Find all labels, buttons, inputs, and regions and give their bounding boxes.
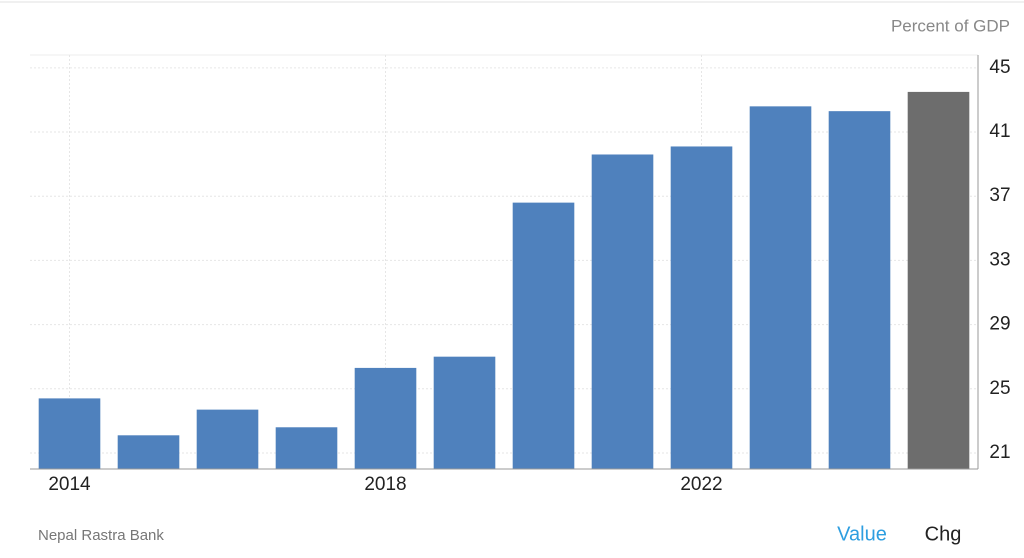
bar	[670, 146, 733, 469]
bar	[38, 398, 101, 469]
bar	[749, 106, 812, 469]
x-tick-label: 2018	[364, 474, 406, 495]
y-tick-label: 41	[989, 121, 1010, 142]
y-tick-label: 25	[989, 378, 1010, 399]
bar	[828, 111, 891, 470]
y-tick-label: 45	[989, 57, 1010, 78]
bar	[591, 154, 654, 469]
unit-label: Percent of GDP	[891, 16, 1010, 35]
x-tick-label: 2022	[680, 474, 722, 495]
bar	[275, 427, 338, 469]
bar	[907, 91, 970, 469]
bar	[117, 435, 180, 469]
source: Nepal Rastra Bank	[38, 527, 164, 544]
bar	[433, 356, 496, 469]
y-tick-label: 33	[989, 249, 1010, 270]
bar	[354, 367, 417, 469]
y-tick-label: 21	[989, 442, 1010, 463]
x-tick-label: 2014	[48, 474, 91, 495]
value-tab[interactable]: Value	[837, 523, 887, 545]
chg-tab[interactable]: Chg	[925, 523, 962, 545]
bar	[512, 202, 575, 469]
y-tick-label: 29	[989, 314, 1010, 335]
y-tick-label: 37	[989, 185, 1010, 206]
bar	[196, 409, 259, 469]
